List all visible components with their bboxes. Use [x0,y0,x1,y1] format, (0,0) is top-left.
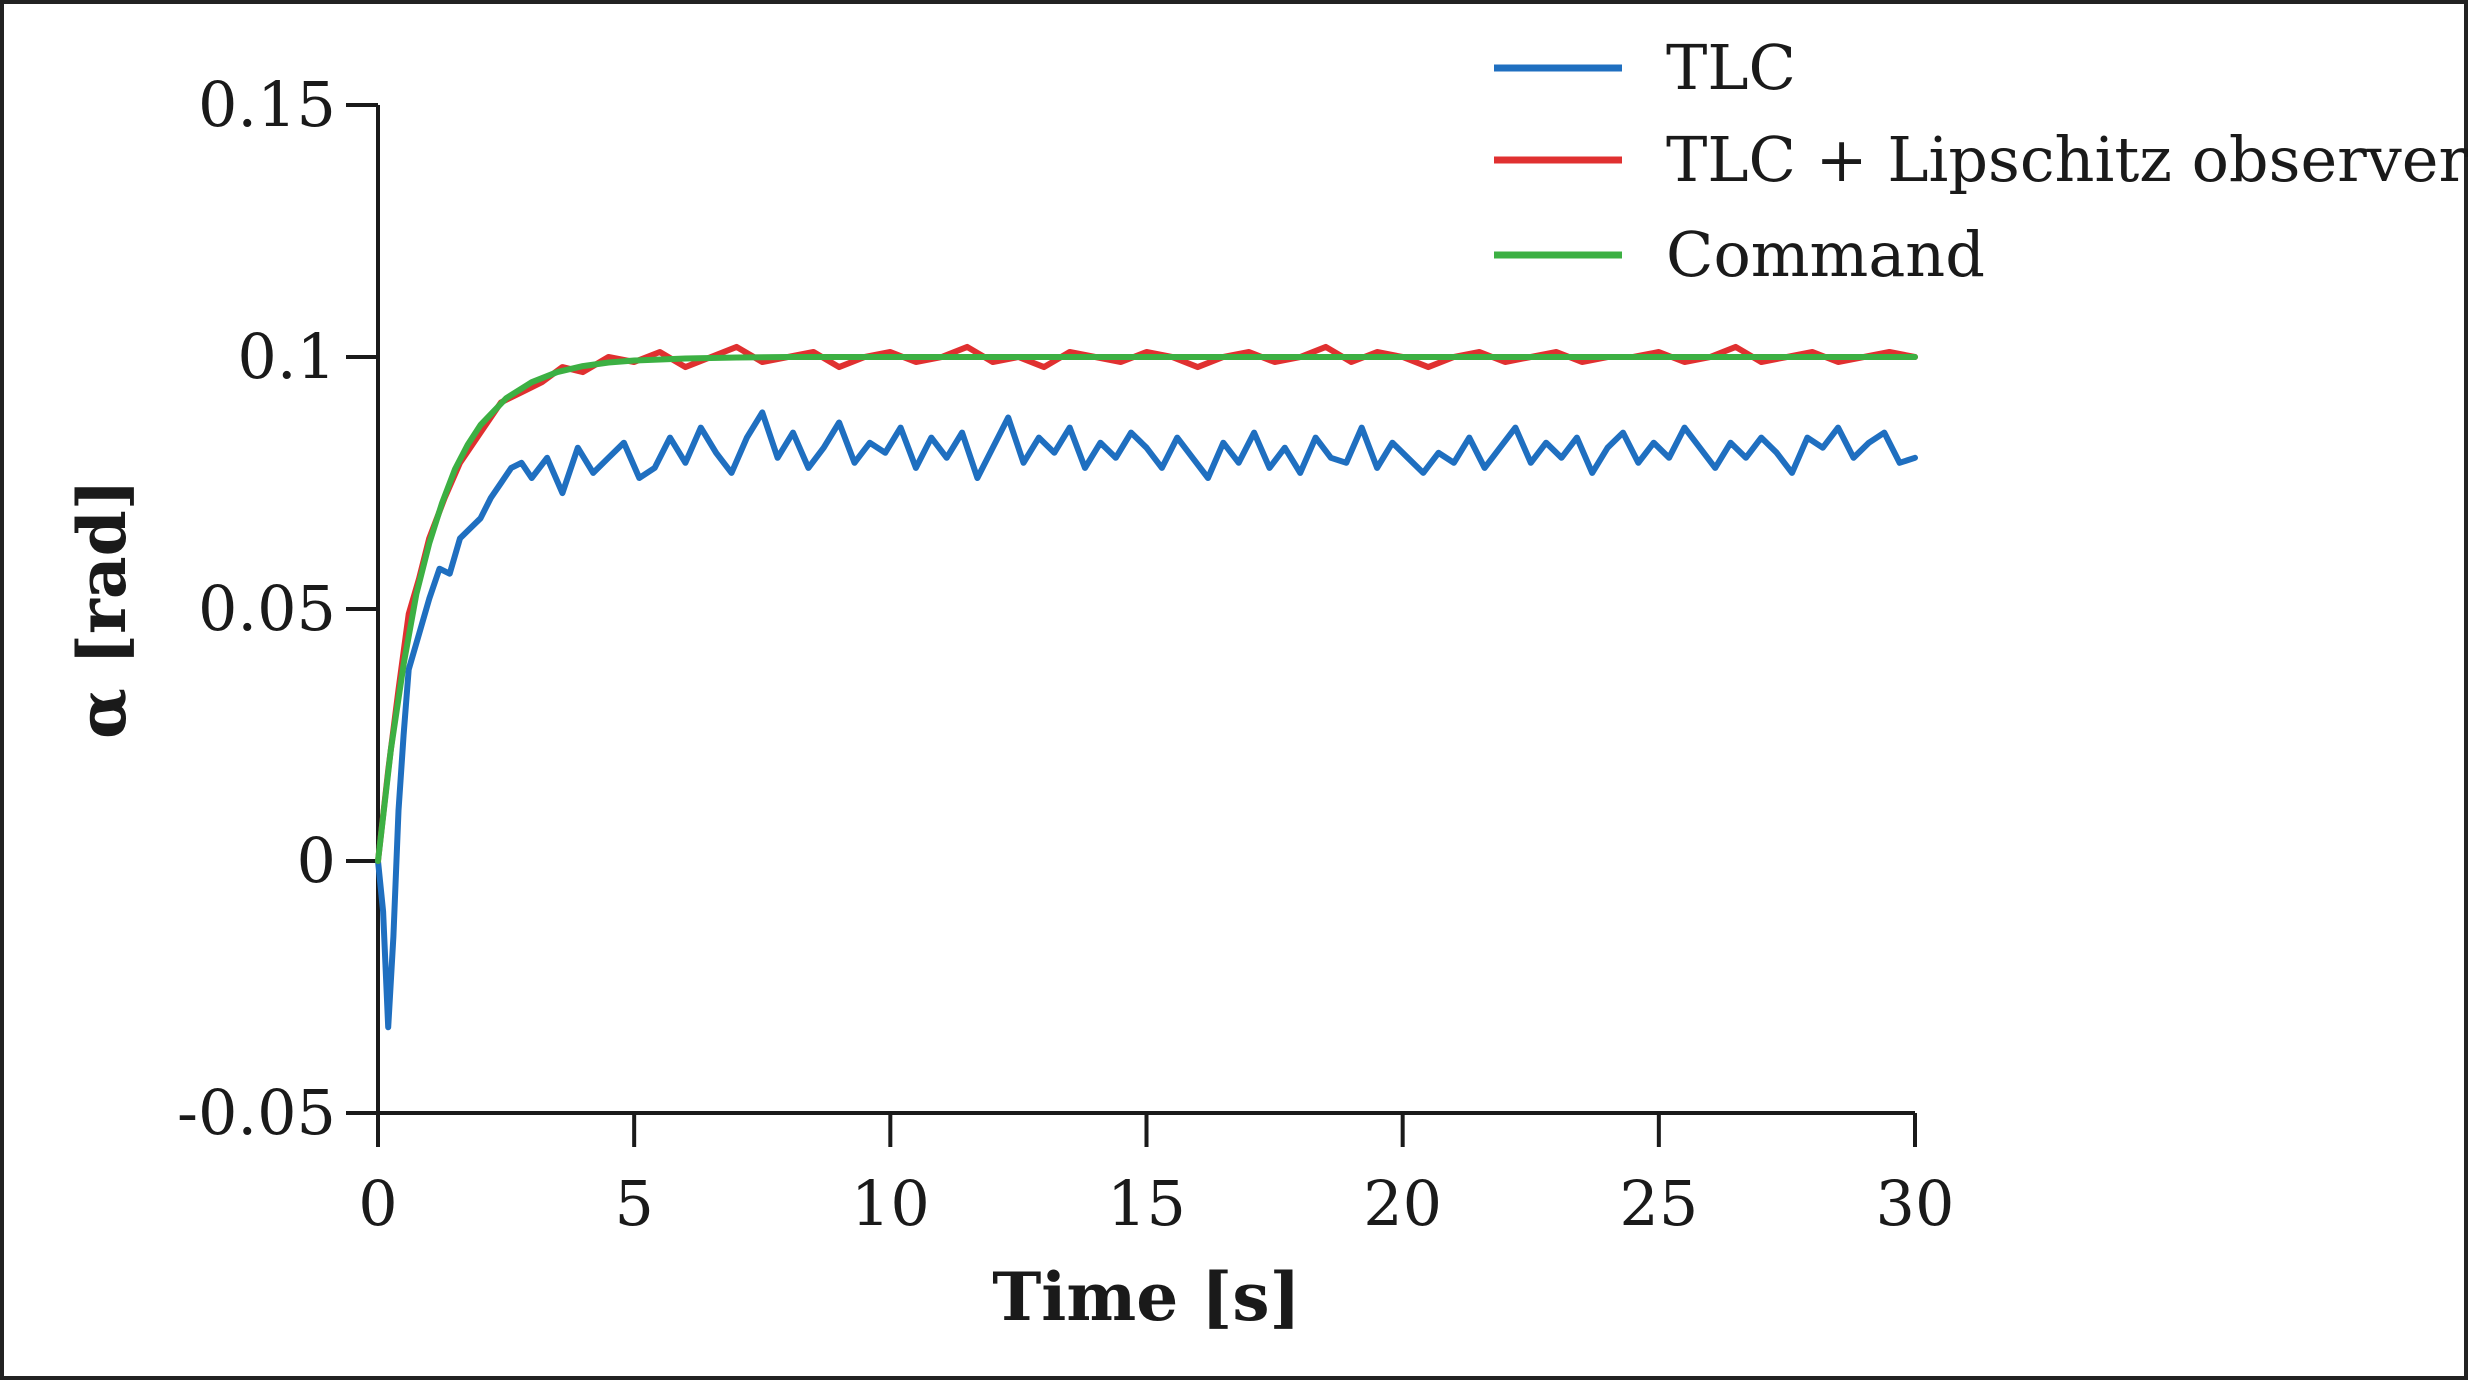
y-tick-label: -0.05 [177,1076,336,1149]
legend-label: Command [1666,218,1985,291]
series-line-tlc [375,409,1918,1031]
legend-label: TLC + Lipschitz observer [1666,123,2468,196]
legend-label: TLC [1666,31,1796,104]
series-line-tlc-lipschitz-observer [375,343,1918,864]
y-tick-label: 0.05 [198,572,336,645]
x-tick-label: 0 [358,1167,397,1240]
axes: 0 5 10 15 20 25 30 -0.05 0 0.05 0.1 0.15 [177,68,1954,1240]
x-tick-label: 30 [1876,1167,1955,1240]
series-layer [375,343,1918,1031]
x-tick-label: 25 [1619,1167,1698,1240]
y-tick-label: 0.15 [198,68,336,141]
x-tick-label: 5 [614,1167,653,1240]
legend: TLC TLC + Lipschitz observer Command [1494,31,2468,291]
x-ticks: 0 5 10 15 20 25 30 [358,1113,1954,1240]
x-tick-label: 10 [851,1167,930,1240]
x-axis-title: Time [s] [992,1258,1301,1336]
y-ticks: -0.05 0 0.05 0.1 0.15 [177,68,378,1149]
y-tick-label: 0.1 [237,320,336,393]
x-tick-label: 20 [1363,1167,1442,1240]
y-axis-title: α [rad] [63,479,141,739]
series-line-command [375,354,1918,864]
y-tick-label: 0 [297,824,336,897]
x-tick-label: 15 [1107,1167,1186,1240]
